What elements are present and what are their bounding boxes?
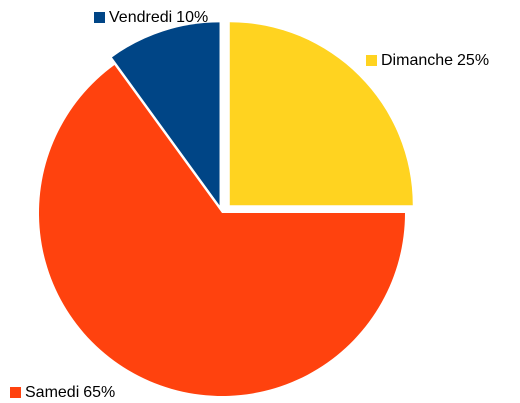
legend-swatch [94,12,105,23]
slice-label: Vendredi 10% [109,9,208,26]
slice-label-name: Samedi [25,384,79,401]
legend-swatch [10,387,21,398]
pie-slice [38,64,406,397]
slice-label-name: Vendredi [109,9,172,26]
slice-label-name: Dimanche [381,52,453,69]
slice-label-value: 10% [176,9,208,26]
slice-label: Dimanche 25% [381,52,489,69]
slice-label-value: 25% [457,52,489,69]
pie-slice [229,22,413,206]
slice-label: Samedi 65% [25,384,115,401]
legend-swatch [366,55,377,66]
slice-label-value: 65% [83,384,115,401]
pie-slice [111,22,220,206]
